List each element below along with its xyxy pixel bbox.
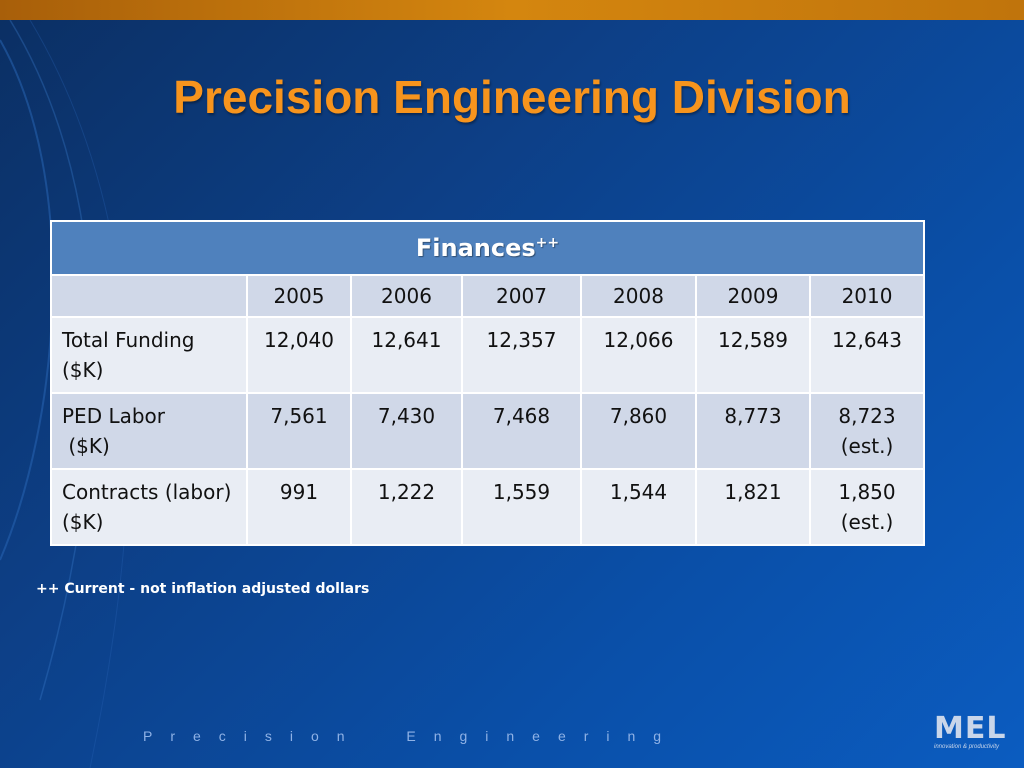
value-line1: 7,468 bbox=[492, 404, 551, 428]
table-caption-text: Finances bbox=[415, 234, 536, 262]
row-label-line2: ($K) bbox=[62, 434, 110, 458]
value-cell: 12,589 bbox=[695, 316, 811, 394]
value-line1: 12,643 bbox=[832, 328, 902, 352]
value-line1: 1,850 bbox=[838, 480, 896, 504]
table-row-ped-labor: PED Labor ($K) 7,561 7,430 7,468 7,860 8… bbox=[50, 392, 926, 470]
logo-word: MEL bbox=[934, 711, 1007, 746]
table-caption: Finances++ bbox=[49, 220, 926, 276]
value-line1: 7,430 bbox=[377, 404, 436, 428]
year-header-cell: 2010 bbox=[808, 274, 926, 318]
value-cell: 1,222 bbox=[350, 468, 463, 546]
row-label-line1: Total Funding bbox=[62, 328, 195, 352]
value-line1: 8,723 bbox=[838, 404, 896, 428]
year-header-cell: 2007 bbox=[461, 274, 582, 318]
value-line1: 12,357 bbox=[486, 328, 557, 352]
value-cell: 7,468 bbox=[461, 392, 582, 470]
value-cell: 12,066 bbox=[580, 316, 697, 394]
value-cell: 12,357 bbox=[461, 316, 582, 394]
year-header-row: 2005 2006 2007 2008 2009 2010 bbox=[50, 274, 926, 318]
row-label: Total Funding ($K) bbox=[50, 316, 248, 394]
top-accent-bar bbox=[0, 0, 1024, 20]
year-header-cell: 2009 bbox=[695, 274, 811, 318]
value-line1: 7,860 bbox=[609, 404, 668, 428]
value-line1: 12,066 bbox=[603, 328, 674, 352]
year-header-blank bbox=[50, 274, 248, 318]
value-cell: 12,641 bbox=[350, 316, 463, 394]
value-line1: 12,589 bbox=[718, 328, 788, 352]
value-cell: 8,723 (est.) bbox=[808, 392, 926, 470]
row-label-line2: ($K) bbox=[62, 510, 104, 534]
value-line1: 12,641 bbox=[371, 328, 442, 352]
row-label-line1: Contracts (labor) bbox=[62, 480, 232, 504]
finances-table-container: Finances++ 2005 2006 2007 2008 2009 2010… bbox=[49, 220, 926, 546]
row-label: Contracts (labor) ($K) bbox=[50, 468, 248, 546]
value-cell: 1,559 bbox=[461, 468, 582, 546]
slide-title: Precision Engineering Division bbox=[173, 71, 851, 123]
footer-text: Precision Engineering bbox=[143, 728, 680, 744]
value-cell: 7,860 bbox=[580, 392, 697, 470]
logo-tagline: innovation & productivity bbox=[934, 744, 1000, 750]
value-cell: 7,561 bbox=[246, 392, 352, 470]
value-line1: 12,040 bbox=[264, 328, 334, 352]
value-cell: 12,040 bbox=[246, 316, 352, 394]
value-line1: 1,222 bbox=[377, 480, 436, 504]
footnote: ++ Current - not inflation adjusted doll… bbox=[36, 581, 370, 597]
table-row-contracts-labor: Contracts (labor) ($K) 991 1,222 1,559 1… bbox=[50, 468, 926, 546]
row-label-line1: PED Labor bbox=[62, 404, 166, 428]
row-label-line2: ($K) bbox=[62, 358, 104, 382]
year-header-cell: 2008 bbox=[580, 274, 697, 318]
year-header-cell: 2006 bbox=[350, 274, 463, 318]
mel-logo: MEL innovation & productivity bbox=[934, 711, 1007, 760]
table-row-total-funding: Total Funding ($K) 12,040 12,641 12,357 … bbox=[50, 316, 926, 394]
value-line1: 991 bbox=[279, 480, 319, 504]
value-line1: 1,559 bbox=[492, 480, 551, 504]
value-line2: (est.) bbox=[840, 434, 894, 458]
value-cell: 1,850 (est.) bbox=[808, 468, 926, 546]
value-cell: 7,430 bbox=[350, 392, 463, 470]
value-line1: 1,544 bbox=[609, 480, 668, 504]
year-header-cell: 2005 bbox=[246, 274, 352, 318]
value-cell: 991 bbox=[246, 468, 352, 546]
value-line1: 7,561 bbox=[270, 404, 328, 428]
value-cell: 1,821 bbox=[695, 468, 811, 546]
value-line2: (est.) bbox=[840, 510, 894, 534]
value-line1: 1,821 bbox=[724, 480, 782, 504]
value-cell: 8,773 bbox=[695, 392, 811, 470]
table-caption-superscript: ++ bbox=[535, 235, 560, 251]
value-cell: 12,643 bbox=[808, 316, 926, 394]
value-cell: 1,544 bbox=[580, 468, 697, 546]
finances-table: Finances++ 2005 2006 2007 2008 2009 2010… bbox=[49, 220, 926, 546]
row-label: PED Labor ($K) bbox=[50, 392, 248, 470]
value-line1: 8,773 bbox=[724, 404, 782, 428]
